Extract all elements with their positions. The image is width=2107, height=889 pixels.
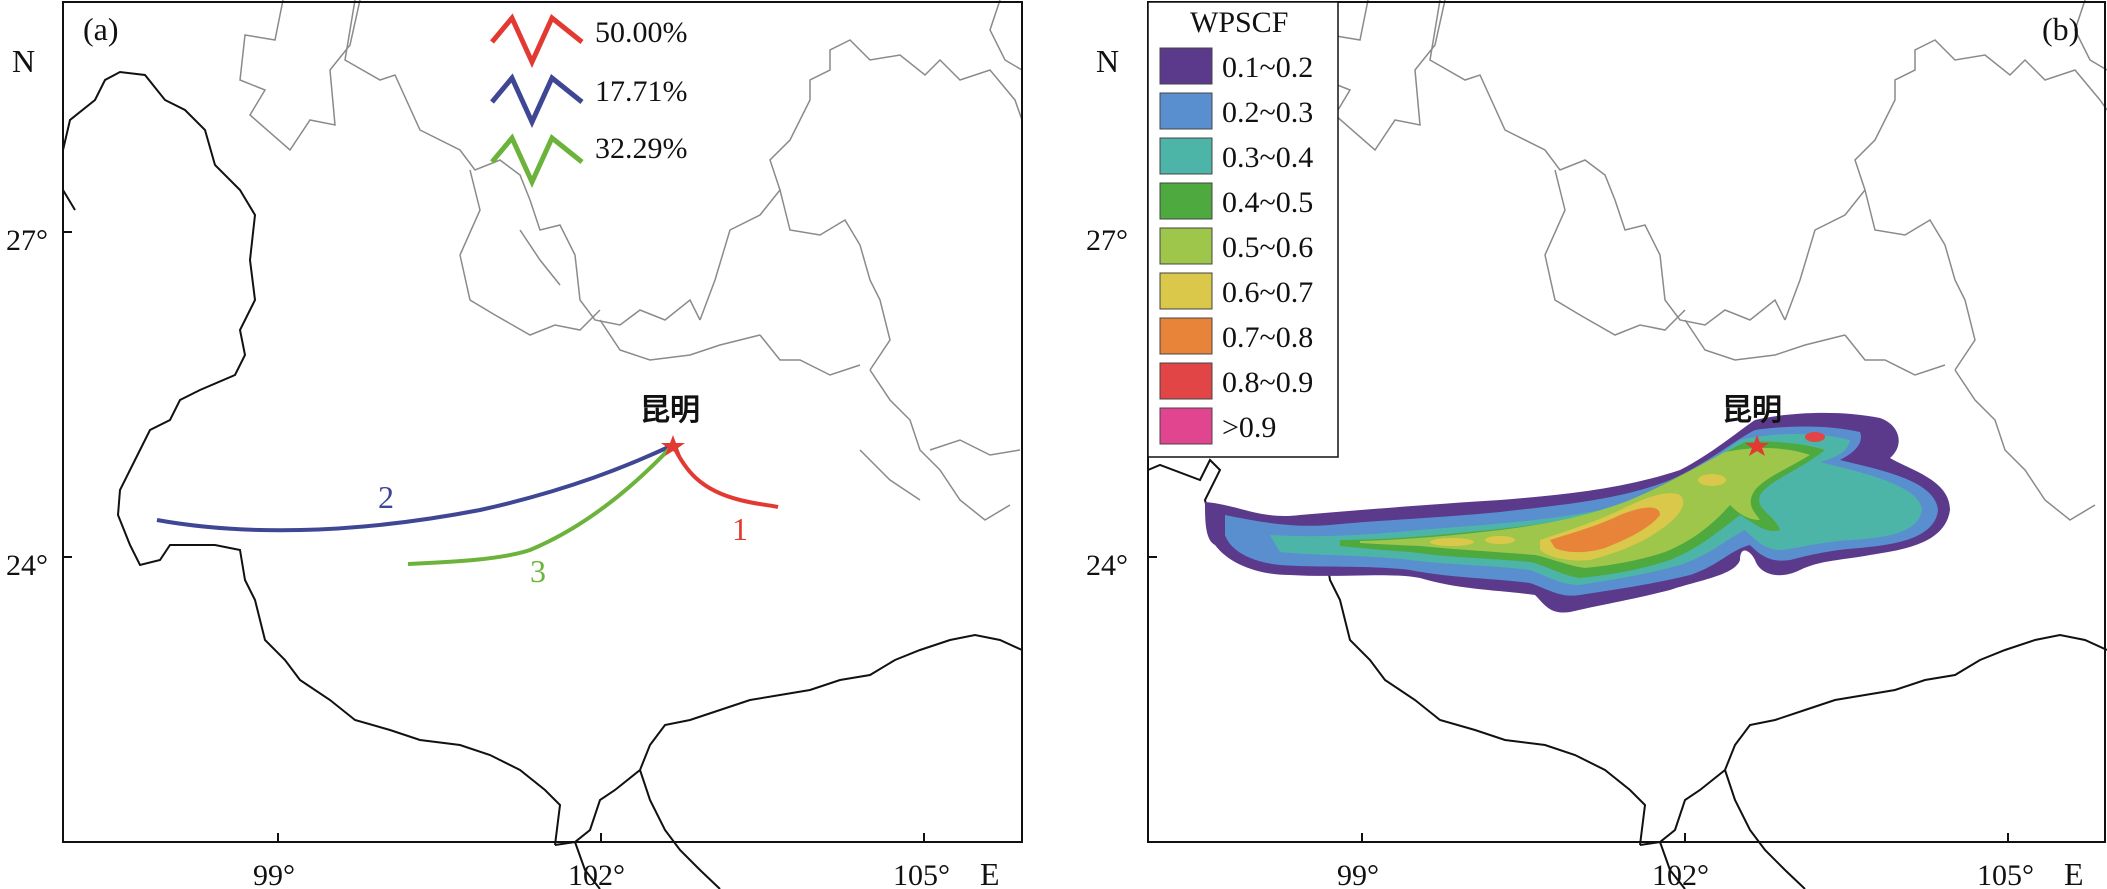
legend-swatch-7 (1159, 317, 1213, 355)
trajectory-1 (671, 444, 779, 509)
lon-tick-99: 99° (253, 859, 295, 889)
legend-title: WPSCF (1190, 6, 1288, 39)
legend-range-1: 0.1~0.2 (1222, 51, 1313, 84)
legend-zigzag-1 (490, 13, 584, 69)
lon-tick-105: 105° (893, 859, 950, 889)
wpscf-legend: WPSCF 0.1~0.2 0.2~0.3 0.3~0.4 0.4~0.5 0.… (1147, 1, 1339, 458)
province-boundaries-b (1324, 0, 2107, 521)
legend-swatch-9 (1159, 407, 1213, 445)
contour-0-6c (1485, 536, 1515, 544)
trajectory-2 (156, 443, 674, 533)
lon-tick-102: 102° (568, 859, 625, 889)
lat-tick-24: 24° (6, 549, 48, 582)
panel-b: 27° 24° 99° 102° 105° N E (b) 昆明 WPSCF 0… (1086, 0, 2107, 889)
legend-range-3: 0.3~0.4 (1222, 141, 1313, 174)
legend-swatch-8 (1159, 362, 1213, 400)
trajectory-2-label: 2 (378, 479, 394, 515)
axis-ticks (63, 231, 925, 842)
trajectory-legend: 50.00% 17.71% 32.29% (490, 13, 688, 189)
lon-tick-105-b: 105° (1977, 859, 2034, 889)
panel-a: 27° 24° 99° 102° 105° N E (a) 1 2 3 昆明 5… (6, 0, 1023, 889)
legend-zigzag-3 (490, 133, 584, 189)
province-boundaries (239, 0, 1023, 521)
legend-swatch-5 (1159, 227, 1213, 265)
north-label-b: N (1096, 43, 1119, 79)
legend-percent-3: 32.29% (595, 132, 688, 165)
legend-swatch-2 (1159, 92, 1213, 130)
legend-percent-1: 50.00% (595, 16, 688, 49)
lat-tick-27: 27° (6, 224, 48, 257)
lon-tick-102-b: 102° (1652, 859, 1709, 889)
contour-0-5 (1360, 448, 1810, 568)
city-label-b: 昆明 (1722, 393, 1782, 428)
north-label: N (12, 43, 35, 79)
trajectory-3-label: 3 (530, 553, 546, 589)
legend-range-9: >0.9 (1222, 411, 1276, 444)
contour-0-8 (1805, 432, 1825, 442)
east-label: E (980, 856, 1000, 889)
legend-swatch-4 (1159, 182, 1213, 220)
east-label-b: E (2064, 856, 2084, 889)
legend-range-7: 0.7~0.8 (1222, 321, 1313, 354)
legend-percent-2: 17.71% (595, 75, 688, 108)
national-border (62, 70, 1023, 889)
legend-swatch-6 (1159, 272, 1213, 310)
trajectory-3 (407, 443, 675, 566)
panel-tag-b: (b) (2042, 11, 2079, 47)
legend-swatch-3 (1159, 137, 1213, 175)
contour-0-6b (1430, 538, 1474, 546)
legend-range-8: 0.8~0.9 (1222, 366, 1313, 399)
legend-zigzag-2 (490, 73, 584, 129)
trajectory-1-label: 1 (732, 511, 748, 547)
legend-range-4: 0.4~0.5 (1222, 186, 1313, 219)
contour-0-6d (1698, 474, 1726, 486)
city-label: 昆明 (640, 393, 700, 428)
kunming-star (661, 435, 685, 456)
wpscf-contours (1205, 412, 1950, 613)
legend-range-5: 0.5~0.6 (1222, 231, 1313, 264)
panel-tag: (a) (83, 11, 119, 47)
kunming-star-b (1745, 435, 1769, 456)
lat-tick-24-b: 24° (1086, 549, 1128, 582)
map-frame (62, 1, 1023, 843)
legend-range-2: 0.2~0.3 (1222, 96, 1313, 129)
legend-swatch-1 (1159, 47, 1213, 85)
contour-0-7 (1550, 507, 1660, 553)
legend-range-6: 0.6~0.7 (1222, 276, 1313, 309)
lon-tick-99-b: 99° (1337, 859, 1379, 889)
lat-tick-27-b: 27° (1086, 224, 1128, 257)
national-border-b (1147, 458, 2107, 889)
